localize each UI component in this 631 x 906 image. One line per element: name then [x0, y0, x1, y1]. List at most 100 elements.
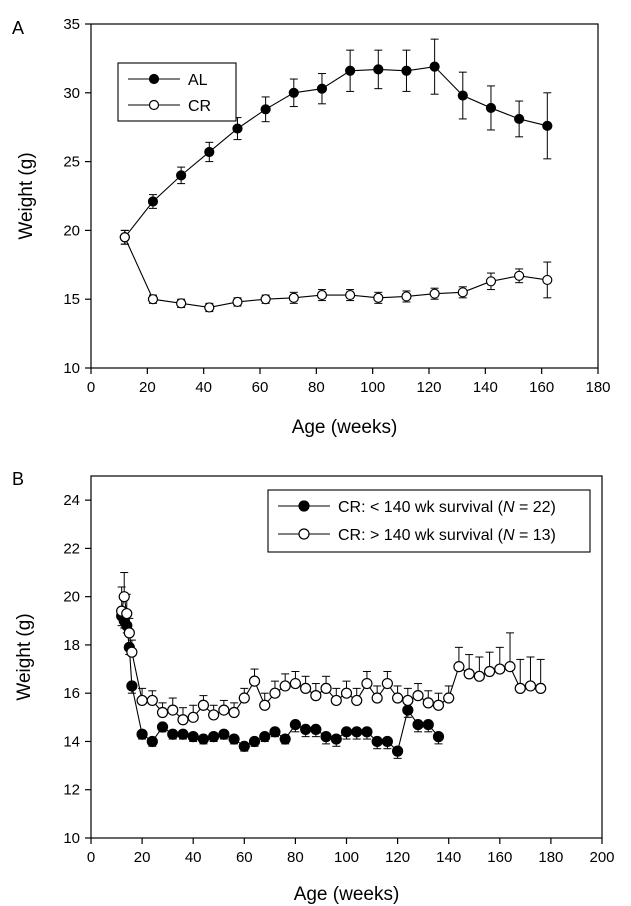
series-open: [119, 229, 553, 313]
data-point: [381, 677, 393, 690]
data-point: [259, 699, 271, 711]
series-filled: [119, 38, 553, 245]
x-tick-label: 40: [195, 379, 212, 396]
data-point: [542, 120, 553, 131]
data-point: [310, 723, 322, 736]
data-point: [453, 661, 465, 673]
data-point: [392, 745, 404, 757]
y-tick-label: 18: [63, 637, 80, 654]
data-point: [345, 65, 356, 76]
data-point: [392, 692, 404, 704]
x-tick-label: 160: [487, 849, 512, 866]
y-tick-label: 24: [63, 492, 80, 509]
data-point: [279, 680, 291, 692]
data-point: [119, 232, 130, 243]
data-point: [269, 687, 281, 699]
data-point: [289, 718, 301, 731]
data-point: [187, 731, 199, 743]
series-open: [116, 572, 547, 726]
data-point: [146, 735, 158, 748]
data-point: [167, 704, 179, 716]
panel-label: B: [12, 469, 24, 489]
legend-marker: [148, 99, 160, 111]
x-tick-label: 160: [529, 379, 554, 396]
data-point: [310, 690, 322, 702]
data-point: [204, 302, 215, 313]
x-tick-label: 100: [360, 379, 385, 396]
x-tick-label: 100: [334, 849, 359, 866]
data-point: [238, 692, 250, 704]
data-point: [248, 675, 261, 687]
data-point: [373, 64, 384, 75]
data-point: [514, 113, 525, 125]
data-point: [136, 694, 148, 707]
y-tick-label: 16: [63, 685, 80, 702]
data-point: [232, 123, 243, 134]
data-point: [514, 682, 526, 694]
data-point: [373, 292, 384, 303]
data-point: [238, 740, 250, 752]
legend-marker: [298, 500, 310, 512]
x-tick-label: 0: [87, 849, 95, 866]
data-point: [483, 665, 496, 678]
data-point: [535, 682, 547, 694]
legend-label: CR: [188, 98, 211, 115]
data-point: [429, 61, 440, 72]
x-axis-label: Age (weeks): [292, 417, 398, 438]
data-point: [345, 289, 356, 301]
x-tick-label: 20: [134, 849, 151, 866]
legend: CR: < 140 wk survival (N = 22)CR: > 140 …: [267, 489, 591, 553]
y-tick-label: 10: [63, 360, 80, 377]
plot-frame: [90, 23, 599, 369]
data-point: [289, 677, 301, 690]
data-point: [432, 699, 445, 711]
data-point: [279, 733, 291, 745]
data-point: [118, 591, 130, 603]
legend-label: AL: [188, 72, 208, 89]
legend-box: [117, 62, 237, 122]
data-point: [208, 731, 220, 743]
series-filled: [116, 610, 445, 759]
x-tick-label: 140: [473, 379, 498, 396]
y-tick-label: 12: [63, 782, 80, 799]
data-point: [412, 690, 424, 702]
data-point: [514, 270, 525, 281]
y-axis-label: Weight (g): [16, 152, 37, 239]
chart-panel-a: A 0 20 40 60 80 100 120 140 160 180 10 15 20 25 30 35 Age…: [12, 16, 611, 438]
data-point: [187, 711, 199, 723]
legend-box: [267, 489, 591, 553]
legend-label-part: CR: < 140 wk survival (: [338, 499, 504, 516]
data-point: [167, 728, 179, 740]
legend-marker: [148, 73, 160, 85]
data-point: [524, 680, 537, 692]
data-point: [412, 718, 424, 731]
data-point: [197, 699, 210, 711]
y-tick-label: 20: [63, 222, 80, 239]
y-axis-label: Weight (g): [14, 613, 35, 700]
data-point: [320, 682, 332, 694]
series-line: [124, 237, 548, 309]
data-point: [259, 731, 271, 743]
data-point: [429, 288, 440, 299]
data-point: [248, 735, 261, 748]
data-point: [485, 276, 497, 287]
data-point: [494, 663, 506, 675]
data-point: [121, 607, 133, 620]
data-point: [422, 697, 434, 709]
x-tick-label: 60: [252, 379, 269, 396]
data-point: [136, 728, 148, 740]
x-tick-label: 20: [139, 379, 156, 396]
x-tick-label: 140: [436, 849, 461, 866]
x-tick-label: 40: [185, 849, 202, 866]
data-point: [126, 680, 138, 692]
x-tick-label: 120: [416, 379, 441, 396]
data-point: [176, 298, 187, 309]
x-tick-label: 180: [538, 849, 563, 866]
x-axis-label: Age (weeks): [294, 884, 400, 905]
legend-label-italic: N: [503, 527, 515, 544]
data-point: [401, 291, 412, 302]
legend-label: CR: < 140 wk survival (N = 22): [338, 499, 556, 516]
y-tick-label: 25: [63, 154, 80, 171]
data-point: [463, 668, 475, 680]
